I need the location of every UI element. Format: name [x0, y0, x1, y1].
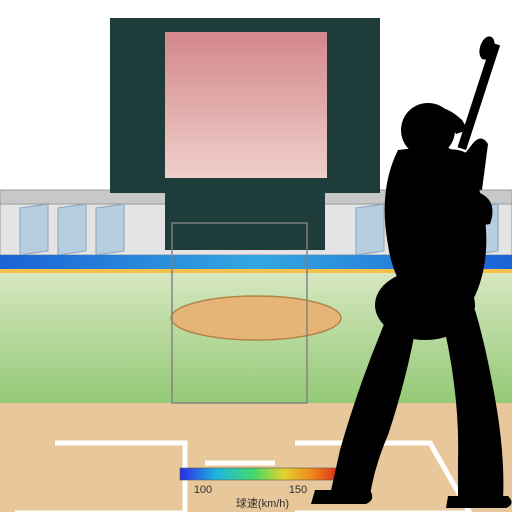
legend-tick: 100 [194, 484, 212, 496]
pitch-velocity-diagram: 100 150球速(km/h) [0, 0, 512, 512]
legend-axis-label: 球速(km/h) [236, 496, 289, 510]
legend-tick: 150 [289, 484, 307, 496]
pitchers-mound [171, 296, 341, 340]
velocity-heatmap-screen [165, 32, 327, 178]
infield-dirt [0, 403, 512, 512]
